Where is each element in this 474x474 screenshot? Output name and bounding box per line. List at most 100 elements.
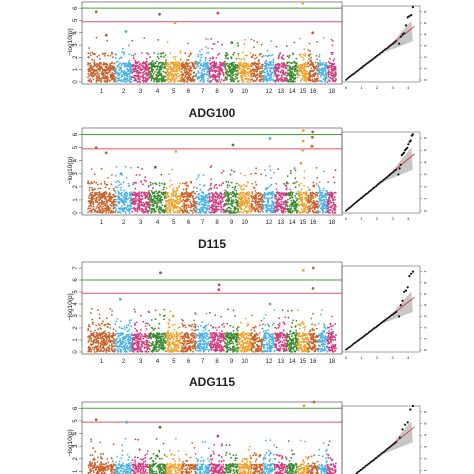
- snp-point: [160, 201, 162, 204]
- qq-y-tick-label: 6: [422, 10, 427, 13]
- snp-point: [173, 70, 176, 73]
- snp-point: [184, 72, 187, 74]
- snp-point: [95, 75, 98, 77]
- snp-point: [290, 199, 292, 202]
- snp-point: [293, 167, 296, 170]
- snp-point: [187, 77, 190, 80]
- snp-point: [93, 198, 96, 200]
- snp-point: [142, 205, 145, 207]
- snp-point: [230, 181, 233, 184]
- snp-point: [304, 206, 307, 209]
- snp-point: [127, 44, 130, 47]
- snp-point: [221, 209, 224, 211]
- snp-point: [254, 190, 257, 192]
- snp-point: [314, 66, 317, 69]
- snp-point: [120, 64, 123, 67]
- snp-point: [211, 68, 213, 71]
- snp-point: [309, 197, 312, 199]
- snp-point: [168, 205, 171, 208]
- peak-point: [94, 10, 98, 14]
- snp-point: [115, 198, 118, 201]
- snp-point: [238, 211, 241, 214]
- snp-point: [122, 181, 125, 184]
- snp-point: [308, 210, 310, 213]
- snp-point: [105, 77, 107, 80]
- snp-point: [138, 195, 140, 198]
- snp-point: [113, 200, 116, 203]
- snp-point: [185, 62, 188, 65]
- snp-point: [140, 64, 143, 67]
- snp-point: [156, 60, 158, 63]
- snp-point: [239, 62, 242, 65]
- y-tick-label: 0: [73, 80, 79, 84]
- snp-point: [170, 195, 173, 198]
- snp-point: [288, 211, 291, 214]
- snp-point: [175, 63, 178, 65]
- snp-point: [135, 174, 138, 176]
- snp-point: [155, 73, 158, 76]
- snp-point: [99, 68, 101, 71]
- snp-point: [210, 69, 212, 72]
- snp-point: [207, 51, 210, 54]
- x-tick-label: 7: [201, 89, 205, 95]
- snp-point: [143, 70, 146, 73]
- snp-point: [211, 61, 214, 64]
- snp-point: [331, 69, 333, 71]
- snp-point: [145, 195, 148, 198]
- snp-point: [176, 61, 179, 64]
- snp-point: [138, 208, 141, 211]
- snp-point: [248, 193, 251, 195]
- snp-point: [319, 64, 322, 67]
- snp-point: [193, 202, 196, 204]
- snp-point: [173, 205, 175, 208]
- snp-point: [154, 200, 157, 203]
- x-tick-label: 10: [241, 89, 248, 95]
- snp-point: [167, 61, 169, 64]
- snp-point: [287, 80, 290, 82]
- snp-point: [200, 191, 203, 194]
- snp-point: [166, 77, 169, 80]
- snp-point: [208, 71, 211, 73]
- snp-point: [271, 54, 274, 56]
- snp-point: [227, 57, 230, 60]
- snp-point: [308, 64, 311, 67]
- snp-point: [293, 208, 296, 210]
- snp-point: [257, 211, 260, 213]
- snp-point: [282, 54, 285, 57]
- snp-point: [284, 206, 286, 209]
- snp-point: [215, 202, 218, 204]
- snp-point: [228, 66, 231, 68]
- snp-point: [175, 67, 178, 69]
- snp-point: [193, 209, 196, 211]
- snp-point: [165, 211, 168, 214]
- snp-point: [173, 66, 176, 68]
- snp-point: [332, 51, 334, 54]
- snp-point: [129, 66, 132, 69]
- snp-point: [102, 69, 104, 72]
- snp-point: [123, 51, 125, 54]
- snp-point: [95, 197, 98, 200]
- x-tick-label: 9: [230, 89, 234, 95]
- snp-point: [299, 67, 302, 70]
- snp-point: [158, 198, 161, 200]
- snp-point: [228, 199, 231, 202]
- snp-point: [92, 201, 95, 203]
- snp-point: [199, 67, 202, 70]
- snp-point: [124, 197, 127, 200]
- snp-point: [226, 193, 229, 196]
- snp-point: [242, 51, 244, 54]
- snp-point: [176, 198, 179, 201]
- snp-point: [262, 206, 265, 209]
- snp-point: [205, 38, 207, 40]
- snp-point: [232, 190, 235, 193]
- snp-point: [298, 194, 300, 197]
- snp-point: [184, 76, 186, 78]
- snp-point: [204, 195, 207, 198]
- snp-point: [248, 191, 251, 194]
- snp-point: [105, 81, 108, 83]
- snp-point: [237, 207, 240, 210]
- snp-point: [244, 54, 247, 57]
- snp-point: [278, 197, 280, 199]
- snp-point: [118, 72, 121, 75]
